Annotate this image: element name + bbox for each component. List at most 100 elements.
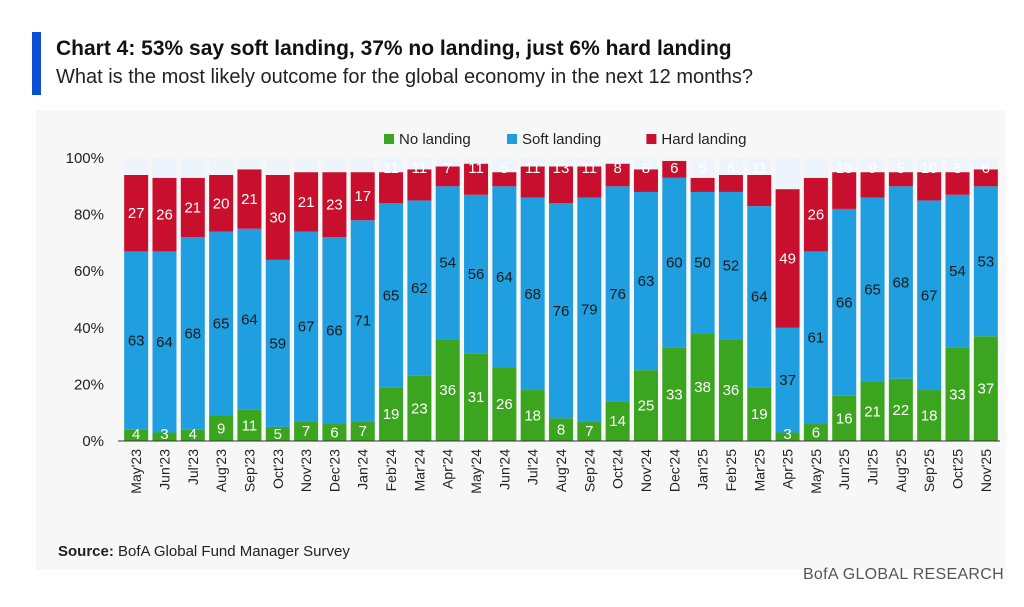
chart-title: Chart 4: 53% say soft landing, 37% no la… [56,37,732,60]
x-tick-label: Jan'25 [695,449,711,490]
x-tick-label: Jul'25 [865,449,881,485]
bar-remainder [662,158,687,161]
data-label: 65 [213,316,230,333]
bar-segment [209,231,234,416]
data-label: 21 [298,194,315,211]
data-label: 8 [642,160,650,177]
data-label: 63 [638,273,655,290]
bar-remainder [209,158,234,175]
bar-remainder [917,158,942,173]
bar-segment [945,347,970,441]
bar-segment [690,191,715,334]
bar-segment [265,174,290,260]
bar-segment [237,409,262,441]
title-accent-bar [32,32,41,95]
bar-segment [633,169,658,192]
x-tick-label: Mar'25 [751,449,767,492]
data-label: 5 [897,160,905,177]
bar-segment [945,194,970,348]
bar-segment [973,169,998,187]
bar-segment [209,174,234,232]
data-label: 11 [242,417,258,434]
bar-segment [464,163,489,195]
x-tick-label: Dec'24 [666,449,682,492]
bar-segment [775,189,800,328]
x-tick-label: Mar'24 [411,449,427,492]
bar-segment [350,172,375,221]
bar-segment [605,401,630,441]
data-label: 37 [779,372,796,389]
data-label: 7 [302,423,310,440]
bar-segment [322,172,347,238]
legend-label: Hard landing [661,131,746,148]
bar-segment [747,387,772,441]
bar-segment [294,231,319,422]
chart-subtitle: What is the most likely outcome for the … [56,66,754,88]
bar-remainder [803,158,828,178]
y-tick-label: 100% [66,150,104,167]
x-tick-label: Sep'25 [921,449,937,492]
data-label: 36 [723,382,740,399]
bar-segment [605,163,630,187]
bar-remainder [973,158,998,170]
bar-remainder [237,158,262,170]
data-label: 11 [468,160,484,177]
bar-remainder [435,158,460,167]
data-label: 11 [751,160,767,177]
bar-segment [577,421,602,441]
legend-swatch [507,134,517,144]
y-tick-label: 80% [74,207,104,224]
bar-segment [435,166,460,187]
bar-remainder [888,158,913,173]
x-tick-label: Feb'25 [723,449,739,492]
data-label: 30 [269,209,286,226]
source-note: Source: BofA Global Fund Manager Survey [58,543,350,560]
data-label: 64 [496,269,513,286]
bar-segment [152,432,177,441]
bar-segment [917,172,942,201]
bar-segment [152,177,177,252]
bar-remainder [549,158,573,167]
bar-remainder [294,158,319,173]
data-label: 6 [670,160,678,177]
x-tick-label: May'23 [128,449,144,494]
data-label: 33 [666,386,683,403]
x-tick-label: May'25 [808,449,824,494]
data-label: 8 [557,422,565,439]
data-label: 13 [836,160,853,177]
data-label: 8 [953,160,961,177]
data-label: 19 [383,406,400,423]
bar-segment [662,160,687,178]
data-label: 6 [982,160,990,177]
data-label: 31 [468,389,485,406]
bar-segment [407,375,432,441]
bar-segment [265,426,290,441]
bar-remainder [690,158,715,178]
data-label: 63 [128,333,145,350]
data-label: 59 [269,335,286,352]
data-label: 13 [553,160,570,177]
data-label: 5 [698,160,706,177]
source-label: Source: [58,543,114,560]
bar-segment [917,390,942,441]
bar-segment [435,339,460,441]
data-label: 5 [500,160,508,177]
data-label: 68 [893,275,910,292]
data-label: 18 [921,408,938,425]
bar-segment [718,174,743,192]
data-label: 4 [132,426,140,443]
x-tick-label: Nov'25 [978,449,994,492]
bar-segment [832,172,857,209]
bar-segment [747,206,772,388]
data-label: 27 [128,205,145,222]
data-label: 5 [274,426,282,443]
bar-segment [662,177,687,348]
data-label: 53 [977,253,994,270]
bar-remainder [718,158,743,175]
data-label: 11 [582,160,598,177]
bar-segment [633,191,658,371]
bar-segment [888,172,913,187]
bar-segment [775,432,800,441]
data-label: 21 [241,191,258,208]
data-label: 16 [836,410,853,427]
